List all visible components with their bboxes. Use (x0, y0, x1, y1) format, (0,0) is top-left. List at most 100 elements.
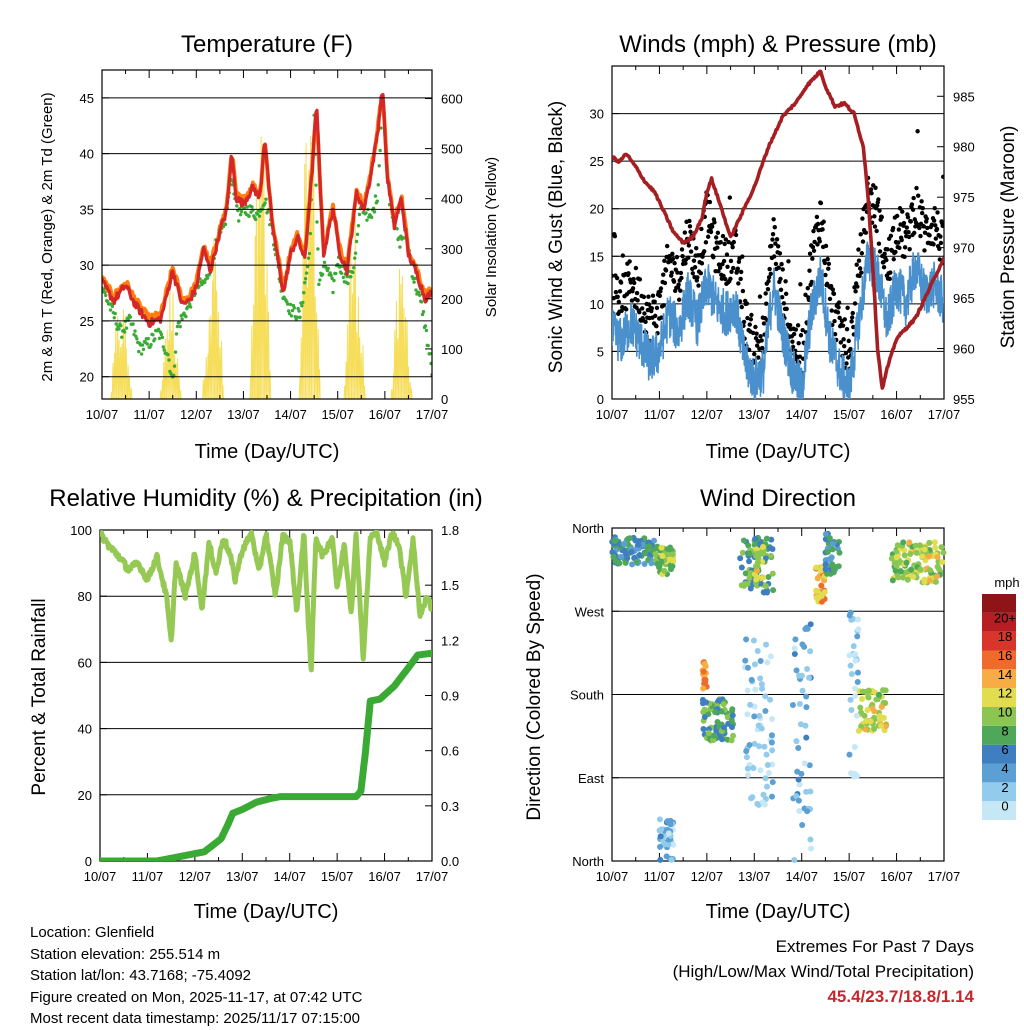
gust-point (688, 229, 693, 235)
gust-point (901, 220, 907, 226)
winds-plot-area (612, 69, 944, 399)
wind-direction-point (793, 793, 800, 800)
wind-direction-point (612, 558, 619, 565)
y-tick-label: 15 (590, 249, 604, 264)
dewpoint-point (334, 271, 338, 276)
humidity-ylabel: Percent & Total Rainfall (29, 598, 50, 795)
wind-direction-point (900, 539, 907, 546)
gust-point (826, 261, 832, 267)
wind-direction-point (758, 681, 765, 688)
wind-direction-point (847, 696, 854, 703)
colorbar-swatch (982, 725, 1016, 745)
dewpoint-point (237, 219, 241, 223)
wind-direction-point (899, 574, 906, 581)
wind-direction-point (796, 807, 803, 814)
colorbar-swatch (982, 763, 1016, 783)
gust-point (635, 298, 640, 303)
gust-point (687, 224, 693, 229)
gust-point (674, 254, 680, 260)
dewpoint-point (352, 256, 357, 260)
x-tick-label: 15/07 (833, 869, 866, 884)
solar-insolation-burst (343, 214, 366, 399)
dewpoint-point (187, 302, 192, 306)
gust-point (896, 227, 902, 232)
wind-direction-point (858, 695, 865, 702)
dewpoint-point (117, 327, 121, 331)
gust-point (740, 254, 745, 259)
gust-point (767, 266, 772, 272)
wind-direction-point (882, 687, 889, 694)
dewpoint-point (108, 308, 113, 312)
wind-direction-point (926, 577, 933, 584)
dewpoint-point (245, 205, 249, 209)
dewpoint-point (141, 347, 146, 352)
winds-title: Winds (mph) & Pressure (mb) (619, 31, 936, 58)
wind-direction-point (669, 551, 676, 558)
dewpoint-point (377, 164, 381, 168)
wind-direction-point (826, 556, 833, 563)
gust-point (665, 243, 670, 249)
plot-frame (611, 65, 945, 400)
x-tick-label: 14/07 (273, 869, 306, 884)
gust-point (781, 301, 787, 306)
x-tick-label: 10/07 (596, 869, 629, 884)
colorbar-swatch (982, 669, 1016, 689)
gust-point (639, 306, 645, 311)
y-tick-label: North (572, 521, 604, 536)
gust-point (832, 332, 838, 337)
colorbar-label: 16 (998, 648, 1012, 663)
gust-point (756, 355, 761, 360)
wind-direction-point (818, 582, 825, 589)
dewpoint-point (149, 342, 153, 347)
x-tick-label: 17/07 (928, 869, 961, 884)
wind-direction-point (822, 566, 829, 573)
wind-direction-point (751, 713, 758, 720)
gust-point (855, 284, 860, 289)
gust-point (671, 279, 677, 284)
gust-point (778, 287, 784, 292)
dewpoint-point (263, 201, 267, 205)
dewpoint-point (317, 282, 321, 287)
gust-point (692, 265, 698, 270)
gust-point (798, 333, 804, 338)
dewpoint-point (186, 305, 190, 309)
gust-point (694, 245, 699, 251)
wind-direction-point (764, 659, 771, 666)
gust-point (749, 312, 754, 318)
wind-direction-point (803, 734, 810, 741)
gust-point (612, 233, 618, 239)
gust-point (882, 251, 887, 257)
dewpoint-point (242, 206, 247, 210)
wind-direction-point (807, 836, 814, 843)
gust-point (613, 289, 619, 295)
extremes-title: Extremes For Past 7 Days (775, 937, 974, 956)
gust-point (934, 226, 940, 232)
wind-direction-point (725, 720, 732, 727)
gust-point (859, 251, 865, 256)
wind-direction-point (760, 791, 767, 798)
gust-point (619, 308, 624, 313)
x-tick-label: 14/07 (785, 407, 818, 422)
gust-point (708, 229, 714, 235)
gust-point (769, 243, 774, 249)
wind-direction-point (796, 701, 803, 708)
wind-direction-point (803, 693, 810, 700)
dewpoint-point (103, 290, 107, 295)
dewpoint-point (419, 300, 424, 304)
x-tick-label: 12/07 (179, 869, 212, 884)
wind-direction-point (646, 543, 653, 550)
gust-point (810, 244, 816, 250)
wind-direction-point (910, 573, 917, 580)
wind-direction-point (803, 704, 810, 711)
gust-point (676, 297, 682, 302)
dewpoint-point (376, 183, 380, 187)
wind-direction-point (609, 549, 616, 556)
dewpoint-point (174, 332, 179, 336)
dewpoint-point (315, 220, 319, 224)
wind-direction-point (752, 686, 759, 693)
gust-point (907, 246, 912, 252)
gust-point (842, 344, 847, 349)
dewpoint-point (175, 324, 180, 329)
gust-point (705, 234, 711, 239)
gust-point (776, 265, 781, 270)
